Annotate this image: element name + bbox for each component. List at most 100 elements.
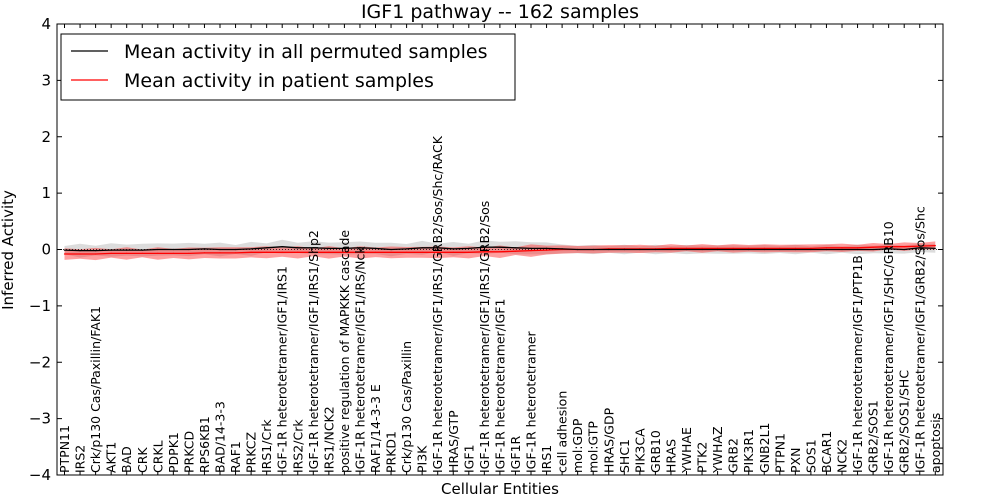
data-point-series-1 — [903, 246, 905, 248]
data-point-series-1 — [545, 249, 548, 251]
x-category-label: RAF1/14-3-3 E — [368, 384, 383, 473]
data-point-series-1 — [748, 247, 750, 249]
legend-box — [60, 33, 516, 101]
data-point-series-0 — [841, 248, 843, 251]
band-series-1 — [64, 241, 936, 261]
y-axis-ticks: 4 3 2 1 0 −1 −2 −3 −4 — [29, 15, 943, 484]
y-axis-title: Inferred Activity — [0, 190, 17, 310]
x-category-label: cell adhesion — [555, 391, 570, 473]
data-point-series-0 — [359, 247, 361, 249]
data-point-series-0 — [281, 246, 283, 248]
data-point-series-0 — [872, 248, 874, 251]
data-point-series-0 — [592, 248, 594, 251]
data-point-series-0 — [343, 247, 345, 249]
data-point-series-1 — [872, 246, 874, 248]
data-point-series-0 — [545, 247, 548, 249]
x-category-label: IGF-1R heterotetramer/IGF1 — [492, 299, 507, 473]
x-category-label: YWHAE — [679, 427, 694, 474]
data-point-series-0 — [250, 248, 252, 250]
data-point-series-1 — [266, 251, 268, 253]
x-category-label: PRKCD — [181, 431, 196, 473]
legend-label-permuted: Mean activity in all permuted samples — [124, 41, 487, 63]
data-point-series-1 — [888, 246, 890, 248]
x-category-label: GRB2/SOS1 — [866, 400, 881, 473]
data-point-series-0 — [888, 248, 890, 250]
x-category-label: GNB2L1 — [757, 423, 772, 473]
data-point-series-1 — [281, 251, 283, 253]
data-point-series-1 — [126, 252, 128, 254]
data-point-series-0 — [312, 247, 314, 249]
y-tick-label: −4 — [29, 466, 51, 484]
x-category-label: positive regulation of MAPKKK cascade — [337, 230, 352, 473]
data-point-series-1 — [297, 251, 299, 253]
data-point-series-0 — [701, 248, 703, 251]
x-category-label: IGF-1R heterotetramer/IGF1/IRS1/GRB2/Sos — [477, 201, 492, 473]
data-point-series-1 — [374, 251, 377, 253]
data-point-series-1 — [172, 252, 174, 254]
x-category-label: BAD/14-3-3 — [213, 401, 228, 473]
data-point-series-0 — [297, 247, 299, 249]
data-point-series-1 — [670, 247, 672, 249]
x-category-label: IGF-1R heterotetramer/IGF1/IRS1/Shp2 — [306, 230, 321, 473]
data-point-series-1 — [110, 252, 112, 254]
y-tick-label: 2 — [41, 128, 51, 146]
x-category-label: PRKCZ — [244, 432, 259, 473]
data-point-series-0 — [919, 247, 921, 249]
data-point-series-0 — [421, 247, 423, 249]
data-point-series-1 — [514, 250, 517, 252]
data-point-series-0 — [452, 248, 454, 250]
x-category-label: PRKD1 — [384, 431, 399, 473]
data-point-series-1 — [63, 253, 66, 255]
x-category-label: PXN — [788, 448, 803, 473]
data-point-series-1 — [452, 251, 454, 253]
x-category-label: mol:GDP — [570, 418, 585, 473]
x-category-label: NCK2 — [835, 439, 850, 473]
x-category-label: IGF-1R heterotetramer/IGF1/IRS1/GRB2/Sos… — [430, 135, 445, 473]
x-axis-category-labels: PTPN11 IRS2 Crk/p130 Cas/Paxillin/FAK1 AKT1… — [57, 135, 943, 474]
series-lines — [63, 244, 936, 255]
data-point-series-0 — [141, 249, 143, 251]
x-category-label: IRS1/NCK2 — [321, 406, 336, 473]
x-category-label: Crk/p130 Cas/Paxillin/FAK1 — [88, 306, 103, 473]
x-category-label: GRB10 — [648, 430, 663, 473]
x-category-label: CRKL — [150, 440, 165, 473]
data-point-series-1 — [219, 252, 221, 254]
x-category-label: BAD — [119, 446, 134, 473]
data-point-series-0 — [639, 248, 641, 251]
data-point-series-0 — [514, 247, 517, 249]
x-category-label: IGF1 — [461, 444, 476, 473]
data-point-series-1 — [343, 251, 345, 253]
y-tick-label: 1 — [41, 184, 51, 202]
data-point-series-1 — [95, 253, 97, 255]
data-point-series-0 — [623, 248, 625, 251]
x-category-label: IGF-1R heterotetramer/IGF1/IRS/Nck — [352, 246, 367, 473]
x-category-label: IGF-1R heterotetramer/IGF1/PTP1B — [850, 255, 865, 473]
chart-title: IGF1 pathway -- 162 samples — [361, 1, 639, 23]
x-category-label: mol:GTP — [586, 421, 601, 473]
data-point-series-1 — [406, 251, 408, 253]
x-category-label: RAF1 — [228, 441, 243, 473]
x-category-label: HRAS — [664, 439, 679, 473]
data-point-series-0 — [406, 248, 408, 250]
data-point-series-1 — [250, 251, 252, 253]
data-point-series-0 — [266, 247, 268, 249]
data-point-series-1 — [825, 247, 828, 249]
data-point-series-0 — [499, 246, 501, 248]
data-point-series-1 — [763, 247, 765, 249]
x-category-label: IRS2/Crk — [290, 419, 305, 473]
x-category-label: BCAR1 — [819, 431, 834, 473]
legend-label-patient: Mean activity in patient samples — [124, 70, 434, 92]
data-point-series-1 — [701, 247, 703, 249]
x-category-label: RPS6KB1 — [197, 416, 212, 473]
data-point-series-0 — [126, 249, 128, 251]
x-category-label: PDPK1 — [166, 432, 181, 473]
x-category-label: IRS2 — [73, 445, 88, 473]
data-point-series-0 — [577, 248, 579, 251]
data-point-series-0 — [903, 248, 905, 251]
data-point-series-0 — [748, 248, 750, 251]
y-tick-label: 4 — [41, 15, 51, 33]
y-tick-label: 0 — [41, 241, 51, 259]
data-point-series-0 — [825, 248, 828, 251]
data-point-series-1 — [141, 252, 143, 254]
